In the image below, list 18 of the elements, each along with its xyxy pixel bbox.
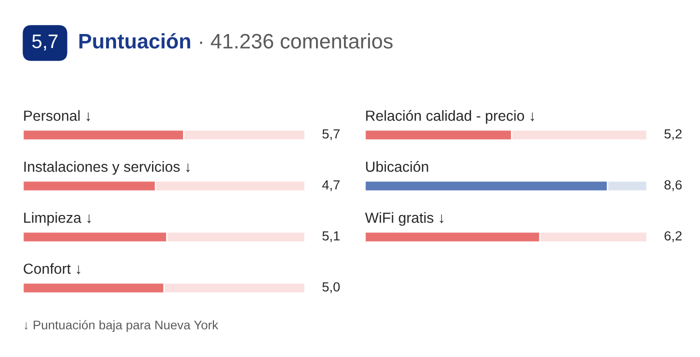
data-label: 5,1: [322, 231, 340, 242]
category-label: Personal ↓: [24, 110, 90, 122]
category-label: Instalaciones y servicios ↓: [24, 161, 190, 175]
category-label: Confort ↓: [24, 263, 80, 274]
category-label: WiFi gratis ↓: [365, 212, 444, 226]
text: 5,7: [32, 34, 58, 51]
chart-subtitle: · 41.236 comentarios: [200, 33, 393, 49]
category-label: Limpieza ↓: [24, 212, 91, 226]
data-label: 8,6: [664, 180, 682, 192]
text: ↓ Puntuación baja para Nueva York: [24, 320, 218, 332]
data-label: 5,2: [664, 129, 682, 140]
data-label: 4,7: [322, 180, 340, 192]
data-label: 5,0: [322, 282, 340, 294]
category-label: Relación calidad - precio ↓: [366, 110, 534, 124]
data-label: 6,2: [664, 231, 682, 242]
chart-title: Puntuación: [79, 33, 190, 49]
data-label: 5,7: [322, 129, 340, 140]
category-label: Ubicación: [366, 161, 428, 172]
